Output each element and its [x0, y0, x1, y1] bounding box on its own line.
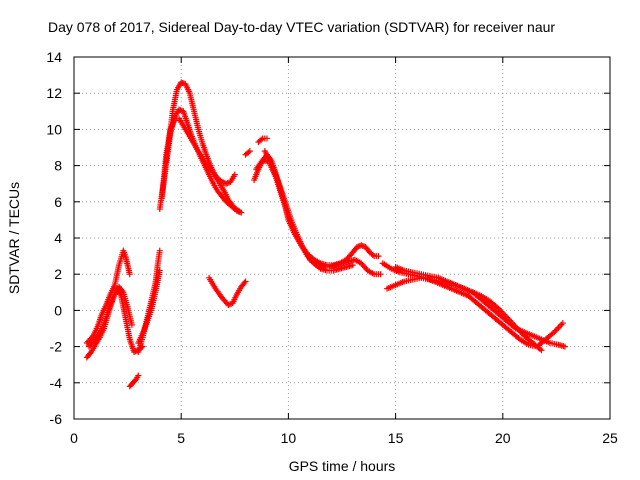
- y-tick-label: 8: [54, 158, 62, 174]
- y-tick-label: 4: [54, 230, 62, 246]
- x-tick-label: 10: [281, 430, 297, 446]
- chart-title: Day 078 of 2017, Sidereal Day-to-day VTE…: [48, 19, 555, 35]
- data-point: [132, 377, 139, 384]
- data-point: [126, 271, 133, 278]
- data-point: [375, 253, 382, 260]
- y-tick-label: 10: [46, 121, 62, 137]
- data-point: [242, 278, 249, 285]
- data-point: [236, 207, 243, 214]
- data-point: [119, 287, 126, 294]
- data-point: [135, 372, 142, 379]
- x-tick-label: 25: [602, 430, 618, 446]
- series-arc-9h-c: [255, 135, 270, 146]
- y-tick-label: 14: [46, 49, 62, 65]
- data-point: [377, 271, 384, 278]
- data-point: [128, 321, 135, 328]
- x-axis-label: GPS time / hours: [289, 458, 396, 474]
- y-tick-label: -4: [50, 375, 63, 391]
- series-arc-rise-1: [135, 247, 163, 356]
- series-arc-15h-b: [384, 274, 568, 350]
- data-point: [231, 171, 238, 178]
- data-point: [538, 347, 545, 354]
- y-tick-label: -2: [50, 339, 63, 355]
- series-arc-9h-d: [261, 148, 384, 278]
- data-point: [224, 180, 231, 187]
- series-arc-rise-2: [135, 267, 163, 346]
- series-arc-9h-b: [253, 157, 356, 274]
- x-tick-label: 20: [495, 430, 511, 446]
- data-point: [156, 267, 163, 274]
- series-arc-early-upper: [83, 247, 133, 346]
- series-arc-early-mid: [86, 283, 135, 350]
- x-tick-label: 15: [388, 430, 404, 446]
- series-arc-isolated: [242, 148, 253, 158]
- data-point: [246, 148, 253, 155]
- y-tick-label: 2: [54, 266, 62, 282]
- plot-grid: [74, 57, 610, 419]
- data-point: [156, 247, 163, 254]
- data-points: [83, 79, 568, 390]
- series-arc-v-mid: [206, 274, 249, 308]
- y-tick-label: 0: [54, 302, 62, 318]
- plot-frame: [73, 56, 611, 420]
- y-tick-label: 12: [46, 85, 62, 101]
- x-tick-label: 5: [177, 430, 185, 446]
- x-tick-label: 0: [70, 430, 78, 446]
- series-arc-main-low: [158, 115, 238, 202]
- data-point: [241, 279, 248, 286]
- data-point: [263, 135, 270, 142]
- series-arc-short-neg: [126, 372, 142, 390]
- y-tick-label: 6: [54, 194, 62, 210]
- data-point: [561, 343, 568, 350]
- series-arc-15h-c: [392, 263, 545, 354]
- data-point: [559, 320, 566, 327]
- y-tick-label: -6: [50, 411, 63, 427]
- data-point: [87, 350, 94, 357]
- y-axis-label: SDTVAR / TECUs: [6, 182, 22, 294]
